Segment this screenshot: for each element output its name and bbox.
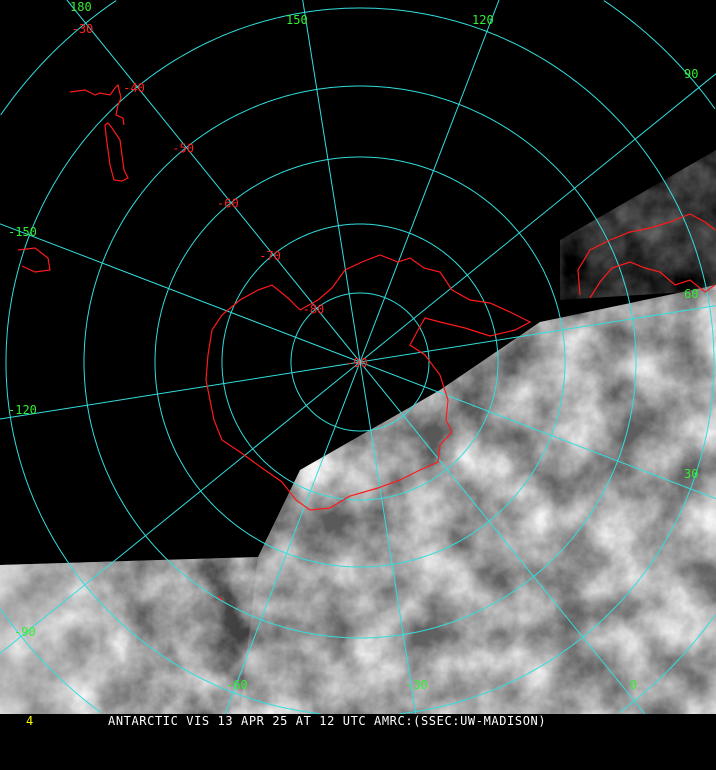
meridian-label: -90 (14, 625, 36, 639)
satellite-map: 180 150 120 90 60 30 0 -30 -60 -90 -120 -150 -90 -80 -… (0, 0, 716, 728)
tasmania-coastline (17, 247, 51, 273)
meridian-line (0, 361, 361, 654)
antarctica-coastline (205, 254, 532, 511)
latitude-label: -50 (172, 142, 194, 156)
latitude-label: -60 (217, 197, 239, 211)
meridian-label: 120 (472, 13, 494, 27)
map-canvas: 180 150 120 90 60 30 0 -30 -60 -90 -120 -150 -90 -80 -… (0, 0, 716, 714)
latitude-label: -40 (123, 81, 145, 95)
cloud-imagery (0, 150, 716, 714)
latitude-circle (83, 85, 637, 639)
latitude-label: -90 (346, 356, 368, 370)
meridian-label: -60 (226, 678, 248, 692)
new-zealand-coastline (69, 83, 129, 182)
australia-coastline (577, 213, 716, 299)
latitude-circle (0, 0, 716, 713)
meridian-label: -30 (406, 678, 428, 692)
meridian-label: -120 (8, 403, 37, 417)
frame-number: 4 (26, 714, 34, 728)
meridian-line (224, 361, 361, 714)
meridian-line (359, 361, 646, 714)
meridian-line (359, 361, 417, 714)
latitude-circle (290, 292, 430, 432)
meridian-line (0, 361, 361, 420)
meridian-label: 0 (630, 678, 637, 692)
grid-labels: 180 150 120 90 60 30 0 -30 -60 -90 -120 -150 -90 -80 -… (8, 0, 698, 692)
meridian-line (359, 305, 716, 363)
latitude-label: -30 (72, 22, 94, 36)
meridian-line (359, 361, 716, 500)
caption-bar: 4 ANTARCTIC VIS 13 APR 25 AT 12 UTC AMRC… (0, 714, 716, 728)
coastlines (17, 83, 716, 601)
upper-right-clouds (560, 150, 716, 300)
meridian-label: -150 (8, 225, 37, 239)
latitude-label: -70 (259, 249, 281, 263)
latitude-circle (221, 223, 499, 501)
meridian-line (0, 223, 361, 363)
image-caption: ANTARCTIC VIS 13 APR 25 AT 12 UTC AMRC:(… (108, 714, 547, 728)
meridian-line (359, 73, 716, 363)
latitude-circle (5, 7, 715, 714)
latitude-circle (154, 156, 566, 568)
meridian-line (359, 0, 500, 363)
meridian-label: 180 (70, 0, 92, 14)
latitude-label: -80 (303, 302, 325, 316)
meridian-label: 150 (286, 13, 308, 27)
meridian-label: 60 (684, 287, 698, 301)
meridian-label: 90 (684, 67, 698, 81)
lat-lon-grid (0, 0, 716, 714)
island-coastline (217, 595, 223, 601)
meridian-label: 30 (684, 467, 698, 481)
meridian-line (302, 0, 361, 363)
meridian-line (66, 0, 361, 363)
